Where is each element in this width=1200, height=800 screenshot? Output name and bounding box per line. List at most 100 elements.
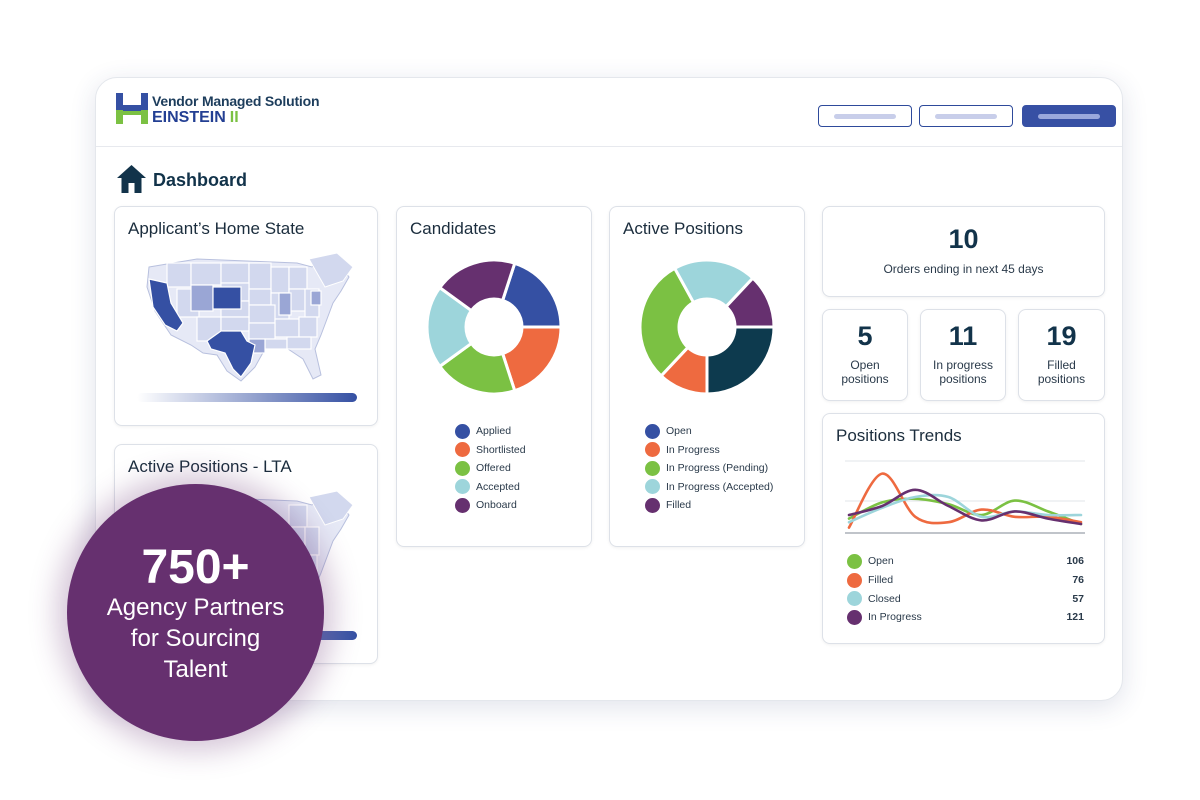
legend-item[interactable]: In Progress 121 [847, 608, 1084, 627]
legend-value: 57 [1072, 592, 1084, 605]
button-placeholder-bar [1038, 114, 1100, 119]
card-title: Positions Trends [836, 426, 962, 445]
card-title: Active Positions [623, 219, 743, 238]
stat-label-line1: Filled [1047, 358, 1076, 372]
legend-swatch [645, 479, 660, 495]
brand-subtitle: Vendor Managed Solution [152, 93, 320, 109]
home-state-card: Applicant’s Home State [114, 206, 378, 426]
legend-label: Filled [868, 574, 894, 587]
legend-label: Onboard [476, 499, 517, 512]
stat-card-filled[interactable]: 19 Filled positions [1018, 309, 1105, 401]
legend-label: Filled [666, 499, 692, 512]
legend-swatch [455, 460, 470, 476]
promo-line: for Sourcing [130, 625, 261, 652]
slice-onboard[interactable] [437, 259, 517, 313]
stat-value: 19 [1046, 321, 1077, 351]
legend-item[interactable]: Onboard [455, 496, 526, 515]
legend-swatch [455, 423, 470, 439]
header-button-1[interactable] [818, 105, 912, 127]
slice-offered[interactable] [437, 341, 517, 395]
positions-trends-line-chart[interactable] [845, 459, 1085, 541]
legend-swatch [645, 423, 660, 439]
active-positions-card: Active Positions Open In Progress In Progr… [609, 206, 805, 547]
legend-swatch [847, 591, 862, 607]
legend-label: Accepted [476, 480, 520, 493]
orders-ending-value: 10 [948, 224, 979, 254]
card-title: Candidates [410, 219, 497, 238]
card-title: Applicant’s Home State [128, 219, 305, 238]
legend-item[interactable]: In Progress (Pending) [645, 459, 773, 478]
legend-item[interactable]: Shortlisted [455, 441, 526, 460]
legend-swatch [645, 460, 660, 476]
legend-swatch [455, 479, 470, 495]
promo-number: 750+ [141, 541, 250, 594]
active-positions-donut-chart[interactable] [639, 259, 775, 395]
promo-line: Talent [163, 656, 228, 683]
positions-trends-legend: Open 106 Filled 76 Closed 57 In Progress 121 [847, 552, 1084, 627]
slice-accepted[interactable] [426, 285, 474, 369]
series-line-open[interactable] [847, 497, 1083, 526]
series-line-closed[interactable] [847, 493, 1083, 524]
slice-shortlisted[interactable] [500, 325, 562, 393]
legend-label: Open [868, 555, 894, 568]
stat-value: 5 [857, 321, 873, 351]
slice-in-progress-pending[interactable] [639, 266, 696, 378]
slice-open[interactable] [705, 325, 775, 395]
legend-item[interactable]: Filled [645, 496, 773, 515]
positions-trends-card: Positions Trends Open 106 Filled 76 Closed 57… [822, 413, 1105, 644]
slice-in-progress-accepted[interactable] [672, 259, 755, 309]
legend-label: Closed [868, 592, 901, 605]
button-placeholder-bar [935, 114, 997, 119]
legend-item[interactable]: Applied [455, 422, 526, 441]
candidates-donut-chart[interactable] [426, 259, 562, 395]
stat-card-open[interactable]: 5 Open positions [822, 309, 908, 401]
legend-swatch [455, 497, 470, 513]
orders-ending-label: Orders ending in next 45 days [883, 262, 1044, 276]
stat-card-in-progress[interactable]: 11 In progress positions [920, 309, 1006, 401]
home-icon[interactable] [116, 164, 147, 194]
legend-label: In Progress [868, 611, 922, 624]
legend-item[interactable]: Open [645, 422, 773, 441]
slice-filled[interactable] [724, 276, 775, 329]
legend-swatch [847, 553, 862, 569]
legend-item[interactable]: Closed 57 [847, 589, 1084, 608]
legend-item[interactable]: Accepted [455, 478, 526, 497]
stat-label-line1: Open [850, 358, 880, 372]
stat-label-line1: In progress [932, 358, 994, 372]
legend-label: Offered [476, 462, 511, 475]
legend-swatch [455, 442, 470, 458]
page-title: Dashboard [153, 170, 248, 190]
promo-text: Agency Partners for Sourcing Talent [87, 592, 304, 685]
slice-applied[interactable] [500, 261, 562, 329]
promo-badge: 750+ Agency Partners for Sourcing Talent [67, 484, 324, 741]
candidates-card: Candidates Applied Shortlisted Offered Acce… [396, 206, 592, 547]
legend-label: Open [666, 425, 692, 438]
legend-label: In Progress [666, 443, 720, 456]
legend-item[interactable]: Filled 76 [847, 571, 1084, 590]
series-line-in-progress[interactable] [847, 488, 1083, 526]
legend-label: Shortlisted [476, 443, 526, 456]
legend-item[interactable]: In Progress (Accepted) [645, 478, 773, 497]
promo-line: Agency Partners [106, 594, 285, 621]
brand-name-text: EINSTEIN [152, 109, 226, 126]
button-placeholder-bar [834, 114, 896, 119]
card-title: Active Positions - LTA [128, 457, 292, 476]
stat-value: 11 [948, 321, 978, 351]
legend-swatch [645, 497, 660, 513]
legend-label: In Progress (Accepted) [666, 480, 774, 493]
legend-item[interactable]: Offered [455, 459, 526, 478]
header-primary-button[interactable] [1022, 105, 1116, 127]
header-button-2[interactable] [919, 105, 1013, 127]
stat-label-line2: positions [939, 372, 987, 386]
legend-value: 121 [1066, 611, 1084, 624]
brand-name: EINSTEIN II [152, 109, 239, 127]
us-map-icon[interactable] [137, 249, 357, 389]
legend-swatch [847, 572, 862, 588]
einstein-h-logo-icon [116, 93, 148, 124]
orders-ending-card[interactable]: 10 Orders ending in next 45 days [822, 206, 1105, 297]
legend-item[interactable]: Open 106 [847, 552, 1084, 571]
legend-item[interactable]: In Progress [645, 441, 773, 460]
legend-swatch [645, 442, 660, 458]
brand-roman: II [229, 109, 239, 126]
legend-label: In Progress (Pending) [666, 462, 769, 475]
